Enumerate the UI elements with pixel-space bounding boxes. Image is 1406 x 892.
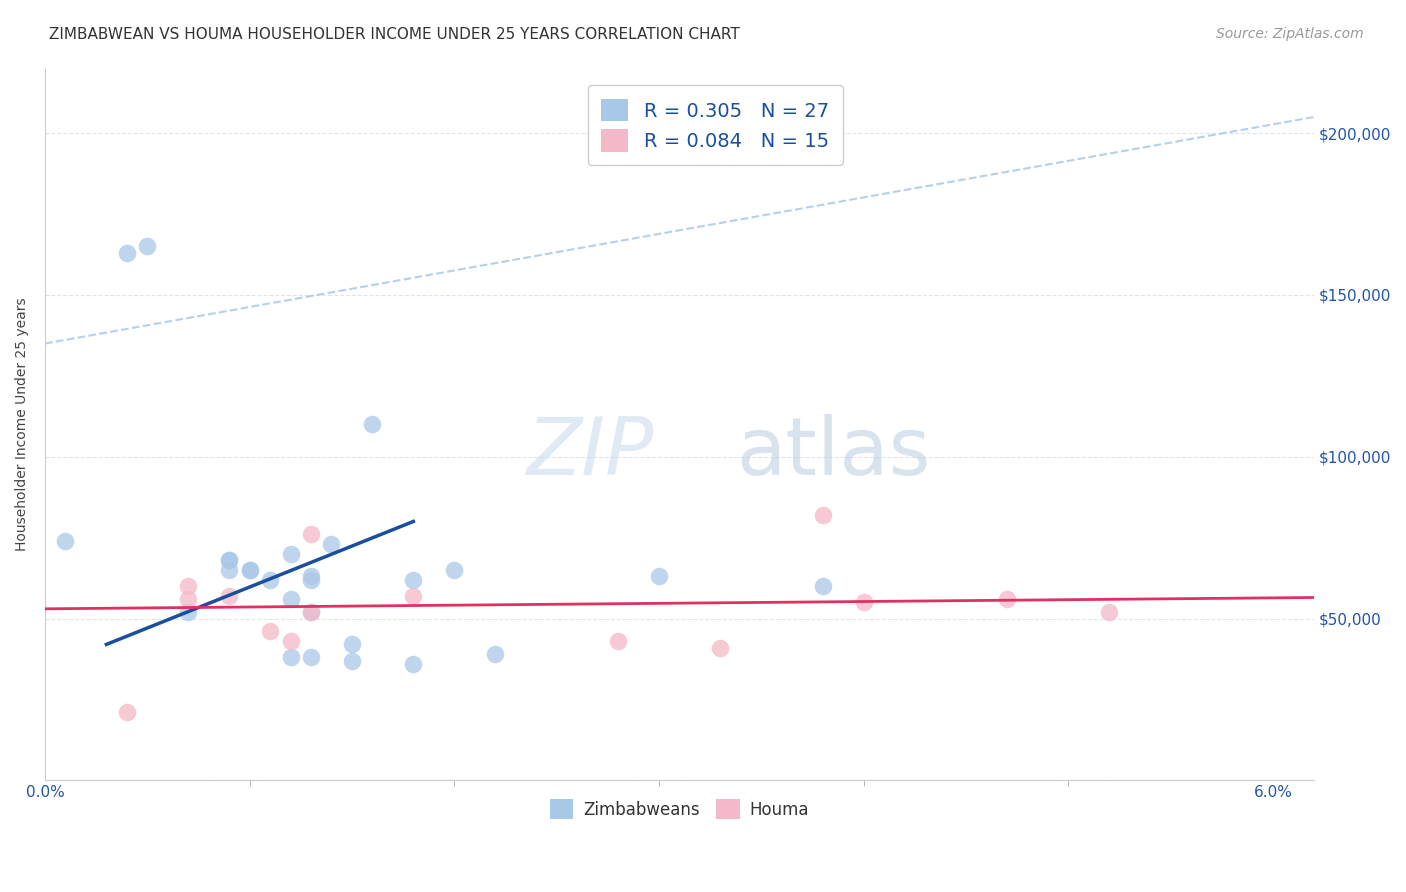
Point xyxy=(484,647,506,661)
Point xyxy=(259,624,281,639)
Point xyxy=(280,592,302,607)
Point xyxy=(218,553,240,567)
Text: ZIMBABWEAN VS HOUMA HOUSEHOLDER INCOME UNDER 25 YEARS CORRELATION CHART: ZIMBABWEAN VS HOUMA HOUSEHOLDER INCOME U… xyxy=(49,27,740,42)
Point xyxy=(177,579,200,593)
Point xyxy=(402,657,425,671)
Text: Source: ZipAtlas.com: Source: ZipAtlas.com xyxy=(1216,27,1364,41)
Point xyxy=(136,239,159,253)
Point xyxy=(709,640,731,655)
Point xyxy=(340,637,363,651)
Point xyxy=(218,589,240,603)
Point xyxy=(299,573,322,587)
Point xyxy=(299,650,322,665)
Point xyxy=(443,563,465,577)
Point xyxy=(55,533,77,548)
Point xyxy=(402,573,425,587)
Point xyxy=(648,569,671,583)
Point xyxy=(361,417,384,432)
Point xyxy=(321,537,343,551)
Point xyxy=(259,573,281,587)
Point xyxy=(852,595,875,609)
Point xyxy=(811,579,834,593)
Point xyxy=(995,592,1018,607)
Text: ZIP: ZIP xyxy=(527,414,654,491)
Point xyxy=(299,605,322,619)
Point xyxy=(280,547,302,561)
Y-axis label: Householder Income Under 25 years: Householder Income Under 25 years xyxy=(15,298,30,551)
Point xyxy=(115,246,138,260)
Point xyxy=(402,589,425,603)
Point xyxy=(239,563,262,577)
Point xyxy=(115,706,138,720)
Point xyxy=(177,592,200,607)
Point xyxy=(218,563,240,577)
Point xyxy=(177,605,200,619)
Text: atlas: atlas xyxy=(737,414,931,491)
Point xyxy=(811,508,834,522)
Point xyxy=(280,634,302,648)
Legend: Zimbabweans, Houma: Zimbabweans, Houma xyxy=(543,793,815,825)
Point xyxy=(607,634,630,648)
Point xyxy=(280,650,302,665)
Point xyxy=(239,563,262,577)
Point xyxy=(340,654,363,668)
Point xyxy=(299,605,322,619)
Point xyxy=(299,527,322,541)
Point xyxy=(1098,605,1121,619)
Point xyxy=(299,569,322,583)
Point xyxy=(218,553,240,567)
